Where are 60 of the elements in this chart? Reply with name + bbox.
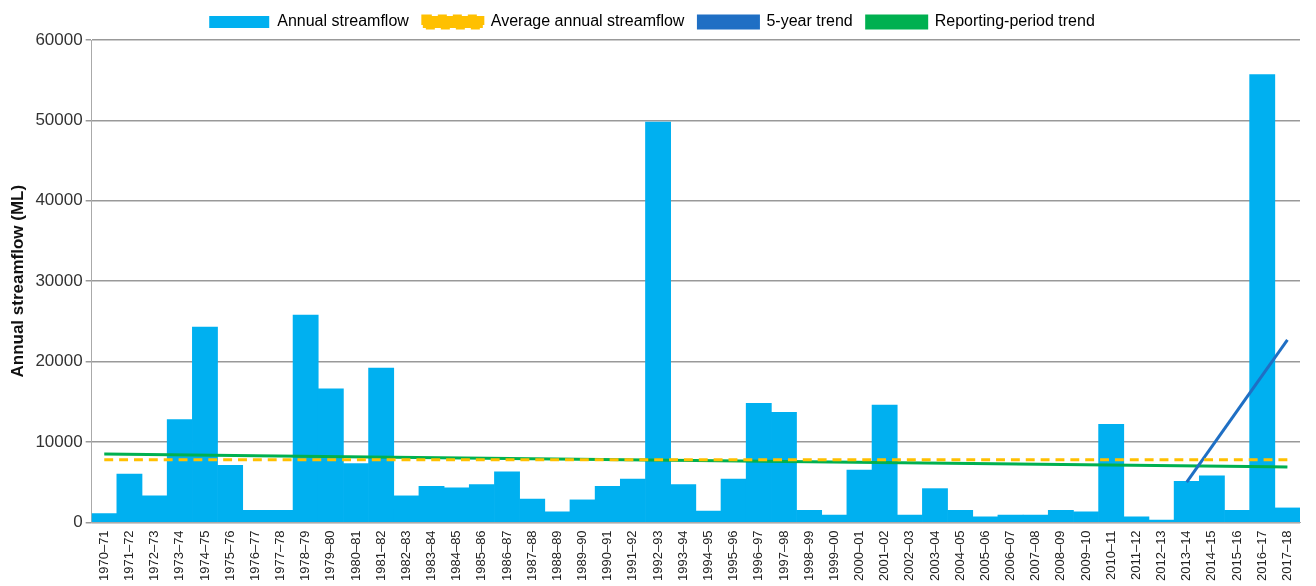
- x-tick-label: 2007–08: [1027, 530, 1043, 582]
- legend-label: Average annual streamflow: [490, 12, 685, 30]
- x-tick-label: 1981–82: [372, 530, 388, 582]
- x-tick-label: 1979–80: [322, 530, 338, 582]
- x-tick-label: 1977–78: [272, 530, 288, 582]
- y-tick-label: 40000: [35, 190, 83, 210]
- x-tick-label: 2014–15: [1203, 530, 1219, 582]
- x-tick-label: 2008–09: [1052, 530, 1068, 582]
- x-tick-label: 1983–84: [423, 530, 439, 582]
- x-tick-label: 1970–71: [95, 530, 111, 582]
- x-tick-label: 1975–76: [221, 530, 237, 582]
- y-tick-label: 30000: [35, 270, 83, 290]
- x-tick-label: 1982–83: [397, 530, 413, 582]
- x-tick-label: 1998–99: [800, 530, 816, 582]
- x-tick-label: 2010–11: [1102, 530, 1118, 581]
- legend-label: 5-year trend: [766, 12, 853, 30]
- x-tick-label: 1973–74: [171, 530, 187, 582]
- y-tick-label: 0: [73, 512, 83, 532]
- x-tick-label: 2015–16: [1228, 530, 1244, 582]
- x-tick-label: 2006–07: [1002, 530, 1018, 582]
- x-tick-label: 2012–13: [1153, 530, 1169, 582]
- x-tick-label: 2003–04: [926, 530, 942, 582]
- x-tick-label: 2005–06: [976, 530, 992, 582]
- legend-label: Reporting-period trend: [934, 12, 1095, 30]
- x-tick-label: 1988–89: [548, 530, 564, 582]
- y-tick-label: 50000: [35, 110, 83, 130]
- x-tick-label: 1997–98: [775, 530, 791, 582]
- x-tick-label: 2013–14: [1178, 530, 1194, 582]
- legend-label: Annual streamflow: [277, 12, 410, 30]
- x-tick-label: 1986–87: [498, 530, 514, 582]
- x-tick-label: 1995–96: [725, 530, 741, 582]
- x-tick-label: 2001–02: [876, 530, 892, 582]
- x-tick-label: 1978–79: [297, 530, 313, 582]
- y-tick-label: 20000: [35, 351, 83, 371]
- x-tick-label: 1974–75: [196, 530, 212, 582]
- x-tick-label: 1972–73: [146, 530, 162, 582]
- x-tick-label: 1976–77: [246, 530, 262, 582]
- x-tick-label: 2000–01: [851, 530, 867, 582]
- x-tick-label: 1996–97: [750, 530, 766, 582]
- x-tick-label: 2011–12: [1127, 530, 1143, 581]
- x-tick-label: 1990–91: [599, 530, 615, 582]
- y-axis-title: Annual streamflow (ML): [7, 184, 27, 378]
- x-tick-label: 1980–81: [347, 530, 363, 582]
- x-tick-label: 2004–05: [951, 530, 967, 582]
- y-tick-label: 60000: [35, 29, 83, 49]
- x-tick-label: 1989–90: [574, 530, 590, 582]
- x-tick-label: 1971–72: [121, 530, 137, 582]
- x-tick-label: 2002–03: [901, 530, 917, 582]
- x-tick-label: 1993–94: [674, 530, 690, 582]
- x-tick-label: 2016–17: [1253, 530, 1269, 582]
- x-tick-label: 1999–00: [825, 530, 841, 582]
- x-tick-label: 1987–88: [523, 530, 539, 582]
- x-tick-label: 1992–93: [649, 530, 665, 582]
- x-tick-label: 1985–86: [473, 530, 489, 582]
- x-tick-label: 2017–18: [1278, 530, 1294, 582]
- x-tick-label: 1994–95: [700, 530, 715, 582]
- x-tick-label: 2009–10: [1077, 530, 1093, 582]
- y-tick-label: 10000: [35, 431, 83, 451]
- x-tick-label: 1984–85: [448, 530, 464, 582]
- x-tick-label: 1991–92: [624, 530, 640, 582]
